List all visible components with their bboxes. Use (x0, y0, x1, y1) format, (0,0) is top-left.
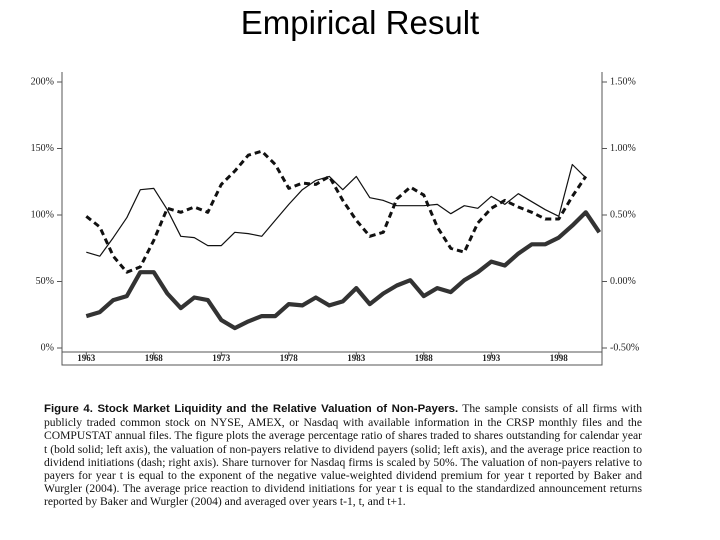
y-tick-label: 200% (31, 76, 54, 87)
caption: Figure 4. Stock Market Liquidity and the… (44, 402, 642, 509)
caption-text: The sample consists of all firms with pu… (44, 402, 642, 509)
y-tick-label: 100% (31, 209, 54, 220)
y2-tick-label: -0.50% (610, 342, 639, 353)
x-tick-label: 1998 (550, 353, 569, 363)
x-tick-label: 1993 (482, 353, 501, 363)
x-tick-label: 1973 (212, 353, 231, 363)
series-line (85, 149, 588, 274)
x-tick-label: 1968 (145, 353, 164, 363)
y2-tick-label: 0.50% (610, 209, 636, 220)
x-axis-band (61, 351, 603, 366)
series-line (86, 163, 587, 257)
x-tick-label: 1978 (280, 353, 299, 363)
x-tick-label: 1983 (347, 353, 366, 363)
x-tick-label: 1963 (77, 353, 96, 363)
slide-title: Empirical Result (240, 4, 480, 41)
y2-tick-label: 0.00% (610, 276, 636, 287)
y-tick-label: 0% (41, 342, 54, 353)
caption-title: Figure 4. Stock Market Liquidity and the… (44, 403, 459, 415)
y-tick-label: 150% (31, 143, 54, 154)
y2-tick-label: 1.00% (610, 143, 636, 154)
chart: 0% 50% 100% 150% 200% -0.50% 0.00% 0.50% 1.00% 1.… (31, 72, 639, 366)
y2-tick-label: 1.50% (610, 76, 636, 87)
series-line (85, 210, 602, 331)
x-tick-label: 1988 (415, 353, 434, 363)
y-tick-label: 50% (36, 276, 54, 287)
